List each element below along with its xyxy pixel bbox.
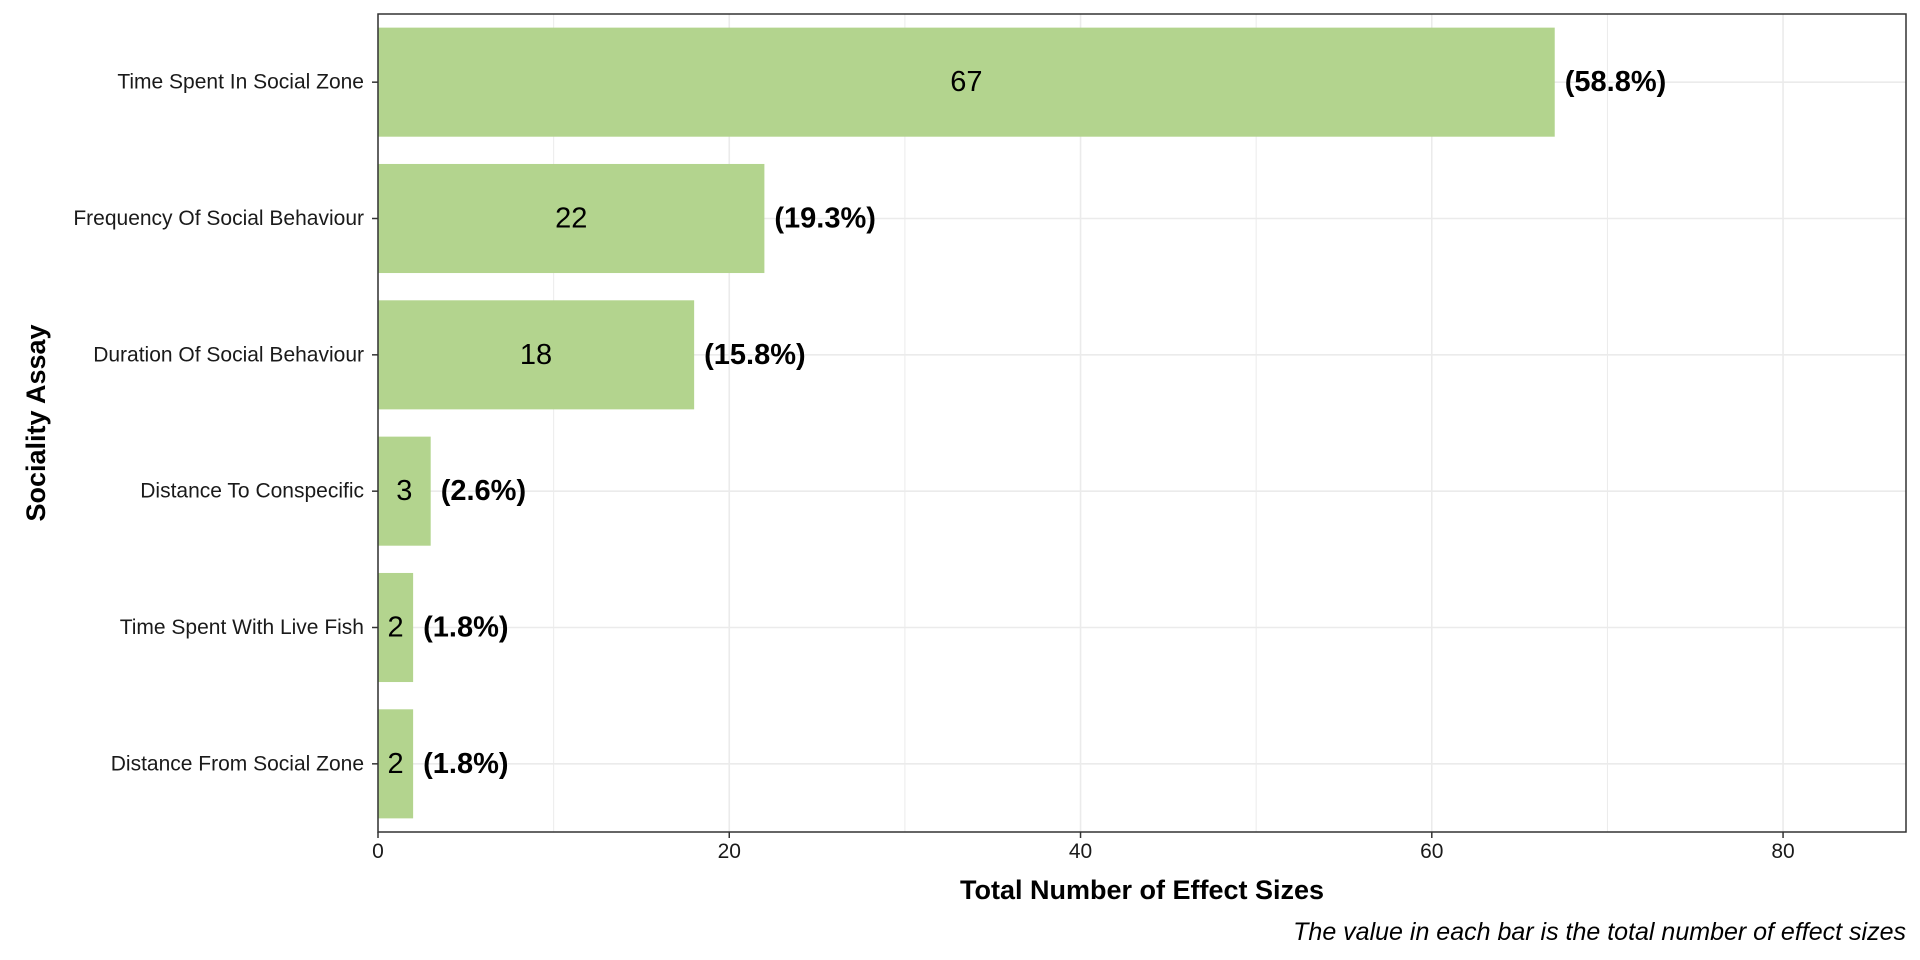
bar-percent-label: (19.3%) bbox=[774, 203, 876, 235]
y-tick-label: Time Spent With Live Fish bbox=[120, 616, 364, 639]
bar-percent-label: (58.8%) bbox=[1565, 66, 1667, 98]
bar-percent-label: (15.8%) bbox=[704, 339, 806, 371]
bar-value-label: 2 bbox=[387, 612, 403, 644]
bar bbox=[378, 300, 695, 410]
y-tick-label: Distance From Social Zone bbox=[111, 752, 364, 775]
y-axis-title: Sociality Assay bbox=[21, 324, 51, 521]
bars bbox=[378, 27, 1555, 819]
x-axis-title: Total Number of Effect Sizes bbox=[960, 875, 1324, 905]
x-tick-label: 20 bbox=[718, 840, 741, 863]
bar-value-label: 18 bbox=[520, 339, 552, 371]
x-tick-label: 40 bbox=[1069, 840, 1092, 863]
bar-labels: 67 (58.8%) 22 (19.3%) 18 (15.8%) 3 (2.6%) 2 (1.8%… bbox=[387, 66, 1666, 780]
bar bbox=[378, 436, 431, 546]
bar-value-label: 67 bbox=[950, 66, 982, 98]
y-tick-label: Duration Of Social Behaviour bbox=[93, 343, 364, 366]
y-tick-label: Frequency Of Social Behaviour bbox=[73, 207, 364, 230]
x-tick-label: 60 bbox=[1420, 840, 1443, 863]
bar-percent-label: (2.6%) bbox=[441, 475, 526, 507]
x-tick-label: 0 bbox=[372, 840, 384, 863]
chart-caption: The value in each bar is the total numbe… bbox=[1293, 918, 1906, 946]
bar-value-label: 2 bbox=[387, 748, 403, 780]
bar-value-label: 22 bbox=[555, 203, 587, 235]
y-tick-label: Time Spent In Social Zone bbox=[117, 71, 364, 94]
bar-percent-label: (1.8%) bbox=[423, 748, 508, 780]
bar bbox=[378, 27, 1555, 137]
bar-percent-label: (1.8%) bbox=[423, 612, 508, 644]
y-tick-label: Distance To Conspecific bbox=[140, 480, 364, 503]
bar bbox=[378, 572, 414, 683]
bar bbox=[378, 709, 414, 819]
x-tick-label: 80 bbox=[1771, 840, 1794, 863]
bar-value-label: 3 bbox=[396, 475, 412, 507]
axes: Time Spent In Social Zone Frequency Of So… bbox=[73, 71, 1794, 863]
panel-border bbox=[377, 13, 1907, 833]
bar bbox=[378, 163, 765, 274]
